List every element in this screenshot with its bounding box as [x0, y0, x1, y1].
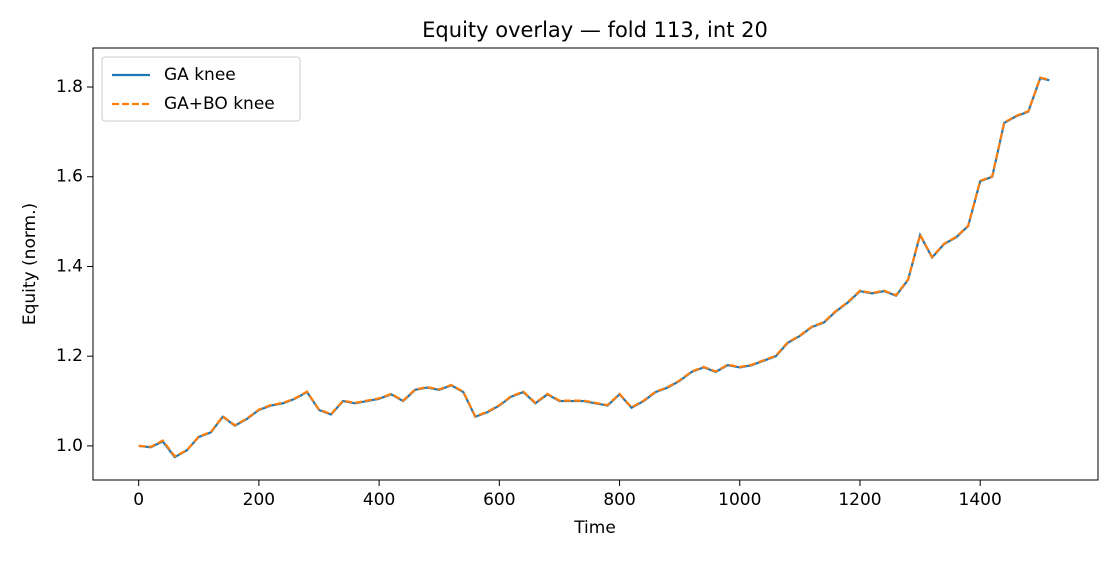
chart-title: Equity overlay — fold 113, int 20 — [422, 18, 768, 42]
x-tick-label: 200 — [243, 490, 275, 510]
x-axis-label: Time — [573, 518, 616, 538]
y-tick-label: 1.2 — [56, 346, 83, 366]
y-tick-label: 1.8 — [56, 77, 83, 97]
legend-label: GA+BO knee — [164, 94, 275, 114]
x-tick-label: 1200 — [838, 490, 881, 510]
x-tick-label: 0 — [133, 490, 144, 510]
plot-frame — [92, 47, 1099, 481]
x-tick-label: 1000 — [718, 490, 761, 510]
x-tick-label: 400 — [363, 490, 395, 510]
series-line — [138, 76, 1050, 459]
x-tick-label: 800 — [603, 490, 635, 510]
x-tick-label: 600 — [483, 490, 515, 510]
y-tick-label: 1.0 — [56, 436, 83, 456]
x-tick-label: 1400 — [959, 490, 1002, 510]
y-tick-label: 1.6 — [56, 167, 83, 187]
legend-box — [101, 56, 301, 122]
series-line — [138, 76, 1050, 458]
y-tick-label: 1.4 — [56, 256, 83, 276]
y-axis-label: Equity (norm.) — [20, 203, 40, 325]
legend-label: GA knee — [164, 65, 236, 85]
